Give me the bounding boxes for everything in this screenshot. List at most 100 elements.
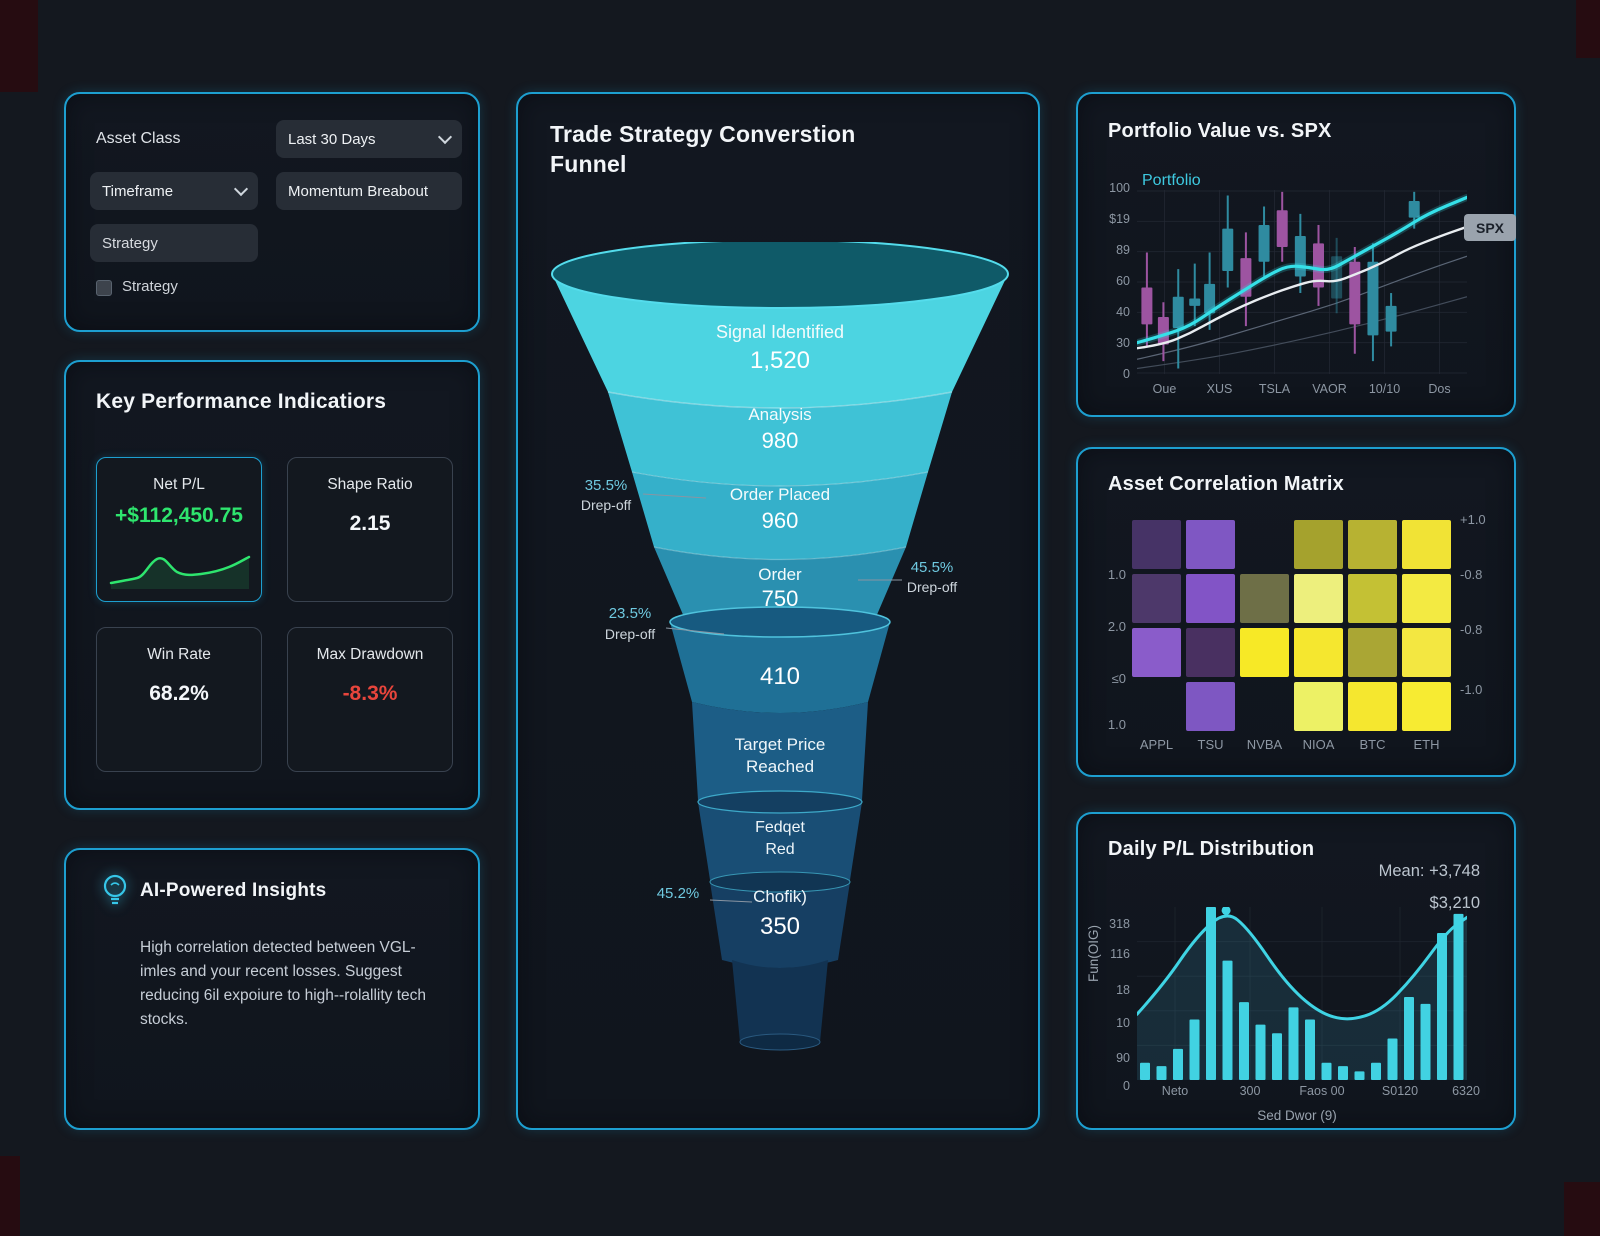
funnel-stage-shape <box>632 472 928 560</box>
period-select[interactable]: Last 30 Days <box>276 120 462 158</box>
axis-tick: 18 <box>1116 983 1130 997</box>
funnel-stem-base <box>739 1033 821 1051</box>
heatmap-cell-empty <box>1240 682 1289 731</box>
funnel-stage-label: Order Placed <box>730 485 830 504</box>
histogram-bar <box>1189 1019 1200 1080</box>
portfolio-line <box>1135 195 1469 345</box>
histogram-chart <box>1135 905 1469 1080</box>
corner-artifact-top-right <box>1576 0 1600 58</box>
axis-tick: 90 <box>1116 1051 1130 1065</box>
corner-artifact-top-left <box>0 0 38 92</box>
chevron-down-icon <box>233 181 249 197</box>
funnel-stage-label: Signal Identified <box>716 322 844 342</box>
candle-body <box>1276 210 1288 248</box>
heatmap-cell <box>1402 520 1451 569</box>
kpi-value: +$112,450.75 <box>115 504 243 527</box>
funnel-stage-value: 410 <box>760 663 800 690</box>
heatmap-cell <box>1402 574 1451 623</box>
axis-tick: VAOR <box>1312 382 1347 396</box>
heatmap-cell <box>1294 682 1343 731</box>
spx-line <box>1135 225 1469 350</box>
insights-body: High correlation detected between VGL-im… <box>140 939 427 1029</box>
portfolio-x-axis: Oue XUS TSLA VAOR 10/10 Dos <box>1137 382 1467 402</box>
correlation-column-labels: APPL TSU NVBA NIOA BTC ETH <box>1132 737 1451 755</box>
candle-body <box>1222 228 1234 271</box>
funnel-stage-shape <box>608 392 952 486</box>
distribution-x-label: Sed Dwor (9) <box>1257 1108 1337 1123</box>
histogram-bar <box>1140 1062 1150 1080</box>
axis-tick: 116 <box>1110 947 1130 961</box>
funnel-top-rim <box>551 242 1009 309</box>
heatmap-cell <box>1240 628 1289 677</box>
strategy-checkbox-label: Strategy <box>122 278 178 295</box>
heatmap-cell <box>1186 682 1235 731</box>
heatmap-cell <box>1294 628 1343 677</box>
heatmap-cell <box>1132 628 1181 677</box>
heatmap-cell <box>1348 574 1397 623</box>
axis-tick: 89 <box>1116 243 1130 257</box>
lightbulb-icon <box>103 874 127 905</box>
heatmap-cell <box>1348 682 1397 731</box>
strategy-field[interactable]: Strategy <box>90 224 258 262</box>
filters-panel: Asset Class Last 30 Days Timeframe Momen… <box>64 92 480 332</box>
axis-tick: 10/10 <box>1368 382 1401 396</box>
axis-tick: Faos 00 <box>1299 1084 1345 1098</box>
funnel-stage-label: Target Price <box>735 735 826 754</box>
heatmap-cell <box>1348 520 1397 569</box>
axis-tick: Dos <box>1428 382 1451 396</box>
timeframe-select[interactable]: Timeframe <box>90 172 258 210</box>
candle-body <box>1189 298 1201 306</box>
axis-tick: BTC <box>1359 737 1386 752</box>
funnel-title: Trade Strategy Converstion Funnel <box>550 121 856 177</box>
histogram-bar <box>1206 907 1216 1080</box>
curve-peak-marker <box>1221 905 1231 915</box>
funnel-stage-label: Chofik) <box>753 887 807 906</box>
axis-tick: +1.0 <box>1460 512 1486 527</box>
axis-tick: NIOA <box>1302 737 1335 752</box>
candle-body <box>1157 316 1169 345</box>
strategy-checkbox[interactable] <box>96 280 112 296</box>
candle-body <box>1385 305 1397 332</box>
funnel-stage-shape <box>698 802 862 889</box>
histogram-bar <box>1156 1066 1167 1080</box>
histogram-bar <box>1420 1003 1431 1080</box>
dropoff-label: Drep-off <box>907 579 957 595</box>
chevron-down-icon <box>437 129 453 145</box>
kpi-label: Max Drawdown <box>316 646 424 663</box>
kpi-value: 68.2% <box>149 682 209 705</box>
candle-body <box>1313 243 1324 288</box>
funnel-stage-label: Fedqet <box>755 819 805 836</box>
histogram-bar <box>1437 932 1447 1080</box>
axis-tick: 318 <box>1109 917 1130 931</box>
heatmap-cell <box>1186 574 1235 623</box>
funnel-stage-shape <box>654 547 906 628</box>
axis-tick: ≤0 <box>1111 671 1126 686</box>
heatmap-cell <box>1402 682 1451 731</box>
axis-tick: 2.0 <box>1107 619 1126 634</box>
funnel-stage-label: Analysis <box>748 405 811 424</box>
heatmap-cell <box>1186 628 1235 677</box>
correlation-heatmap <box>1132 520 1451 731</box>
heatmap-cell <box>1132 520 1181 569</box>
correlation-row-labels: 1.0 2.0 ≤0 1.0 <box>1088 520 1126 740</box>
correlation-title: Asset Correlation Matrix <box>1108 473 1344 495</box>
candle-body <box>1349 261 1361 325</box>
funnel-stage-label: Red <box>765 841 794 858</box>
strategy-value: Momentum Breabout <box>288 182 429 200</box>
axis-tick: XUS <box>1206 382 1233 396</box>
candle-body <box>1367 261 1379 336</box>
dropoff-label: Drep-off <box>605 626 655 642</box>
axis-tick: Neto <box>1161 1084 1189 1098</box>
portfolio-title: Portfolio Value vs. SPX <box>1108 120 1332 142</box>
axis-tick: S0120 <box>1381 1084 1419 1098</box>
trend-line <box>1136 255 1468 360</box>
candle-body <box>1172 296 1184 328</box>
histogram-bar <box>1305 1019 1315 1080</box>
strategy-select[interactable]: Momentum Breabout <box>276 172 462 210</box>
funnel-chart: Signal Identified 1,520 Analysis 980 Ord… <box>551 242 1009 1051</box>
histogram-bar <box>1239 1002 1249 1080</box>
funnel-cup-rim <box>697 790 863 814</box>
axis-tick: $19 <box>1109 212 1130 226</box>
kpi-card-max-drawdown: Max Drawdown -8.3% <box>287 627 453 772</box>
axis-tick: -0.8 <box>1460 622 1483 637</box>
